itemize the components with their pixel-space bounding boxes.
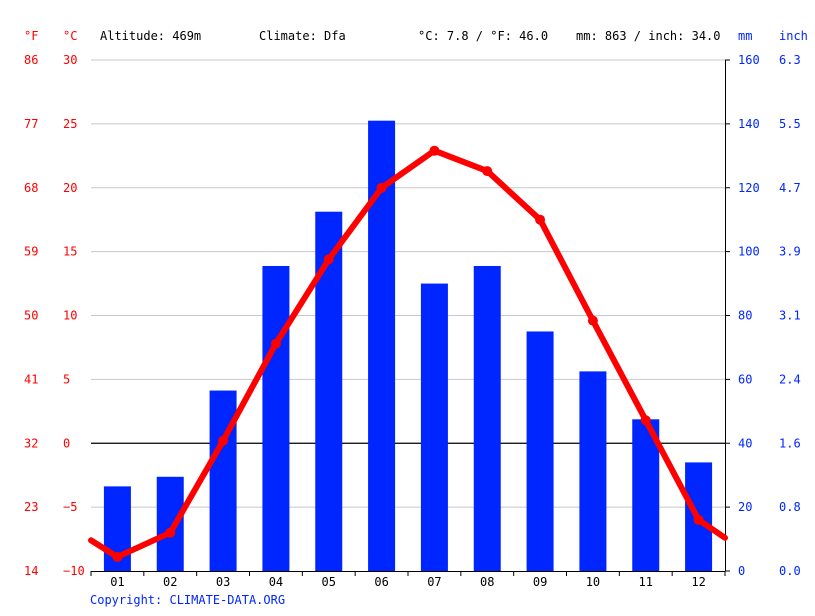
y-right-tick-label-mm: 120 xyxy=(738,181,760,195)
y-right-tick-label-mm: 80 xyxy=(738,309,752,323)
y-right-tick-label-inch: 1.6 xyxy=(779,436,801,450)
x-tick-label: 02 xyxy=(163,575,177,589)
x-tick-label: 07 xyxy=(427,575,441,589)
y-left-tick-label-c: 5 xyxy=(63,372,70,386)
y-right-tick-label-mm: 140 xyxy=(738,117,760,131)
y-left-tick-label-c: −10 xyxy=(63,564,85,578)
chart-axes xyxy=(90,59,730,576)
x-tick-label: 03 xyxy=(216,575,230,589)
y-left-tick-label-c: 0 xyxy=(63,436,70,450)
y-right-tick-label-mm: 40 xyxy=(738,436,752,450)
y-right-tick-label-mm: 0 xyxy=(738,564,745,578)
y-left-tick-label-f: 68 xyxy=(24,181,38,195)
axis-tick-labels: 86 30 77 25 68 20 59 15 50 10 41 5 32 0 23 −5 14 −10 160 6.… xyxy=(24,53,801,589)
temperature-line-path xyxy=(88,147,728,560)
copyright-text: Copyright: CLIMATE-DATA.ORG xyxy=(90,593,285,607)
y-left-tick-label-c: 25 xyxy=(63,117,77,131)
temperature-point xyxy=(482,166,493,177)
temperature-point xyxy=(323,254,334,265)
temperature-point xyxy=(376,182,387,193)
y-right-tick-label-mm: 100 xyxy=(738,245,760,259)
y-left-tick-label-f: 77 xyxy=(24,117,38,131)
temperature-point xyxy=(535,214,546,225)
x-tick-label: 11 xyxy=(639,575,653,589)
y-right-tick-label-inch: 5.5 xyxy=(779,117,801,131)
y-left-tick-label-f: 14 xyxy=(24,564,38,578)
y-right-tick-label-mm: 160 xyxy=(738,53,760,67)
precipitation-bar xyxy=(315,211,343,571)
x-tick-label: 08 xyxy=(480,575,494,589)
y-left-tick-label-c: −5 xyxy=(63,500,77,514)
total-precipitation-label: mm: 863 / inch: 34.0 xyxy=(576,29,721,43)
unit-celsius-label: °C xyxy=(63,29,77,43)
y-right-tick-label-inch: 4.7 xyxy=(779,181,801,195)
y-left-tick-label-c: 15 xyxy=(63,245,77,259)
y-left-tick-label-f: 32 xyxy=(24,436,38,450)
precipitation-bar xyxy=(632,419,660,571)
y-left-tick-label-c: 10 xyxy=(63,309,77,323)
temperature-point xyxy=(429,145,440,156)
x-tick-label: 12 xyxy=(691,575,705,589)
temperature-point xyxy=(587,315,598,326)
temperature-point xyxy=(218,435,229,446)
x-tick-label: 06 xyxy=(374,575,388,589)
x-tick-label: 09 xyxy=(533,575,547,589)
temperature-point xyxy=(270,338,281,349)
y-right-tick-label-mm: 60 xyxy=(738,372,752,386)
x-tick-label: 01 xyxy=(110,575,124,589)
x-tick-label: 10 xyxy=(586,575,600,589)
y-left-tick-label-c: 20 xyxy=(63,181,77,195)
precipitation-bar xyxy=(156,476,184,571)
temperature-line xyxy=(88,145,728,562)
altitude-label: Altitude: 469m xyxy=(100,29,201,43)
y-left-tick-label-f: 59 xyxy=(24,245,38,259)
y-right-tick-label-inch: 3.1 xyxy=(779,309,801,323)
precipitation-bar xyxy=(473,265,501,571)
precipitation-bar xyxy=(579,371,607,571)
y-left-tick-label-f: 50 xyxy=(24,309,38,323)
avg-temperature-label: °C: 7.8 / °F: 46.0 xyxy=(418,29,548,43)
y-right-tick-label-inch: 0.0 xyxy=(779,564,801,578)
unit-mm-label: mm xyxy=(738,29,752,43)
temperature-point xyxy=(693,514,704,525)
climate-label: Climate: Dfa xyxy=(259,29,346,43)
y-left-tick-label-f: 41 xyxy=(24,372,38,386)
temperature-point xyxy=(640,415,651,426)
y-right-tick-label-inch: 0.8 xyxy=(779,500,801,514)
y-left-tick-label-f: 23 xyxy=(24,500,38,514)
precipitation-bars xyxy=(103,120,713,572)
y-right-tick-label-mm: 20 xyxy=(738,500,752,514)
y-right-tick-label-inch: 3.9 xyxy=(779,245,801,259)
y-left-tick-label-f: 86 xyxy=(24,53,38,67)
x-tick-label: 04 xyxy=(269,575,283,589)
y-right-tick-label-inch: 6.3 xyxy=(779,53,801,67)
precipitation-bar xyxy=(526,331,554,571)
precipitation-bar xyxy=(262,265,290,571)
temperature-point xyxy=(165,527,176,538)
y-right-tick-label-inch: 2.4 xyxy=(779,372,801,386)
grid-lines xyxy=(91,59,725,508)
unit-inch-label: inch xyxy=(779,29,808,43)
precipitation-bar xyxy=(420,283,448,571)
y-left-tick-label-c: 30 xyxy=(63,53,77,67)
temperature-point xyxy=(112,551,123,562)
x-tick-label: 05 xyxy=(322,575,336,589)
unit-fahrenheit-label: °F xyxy=(24,29,38,43)
